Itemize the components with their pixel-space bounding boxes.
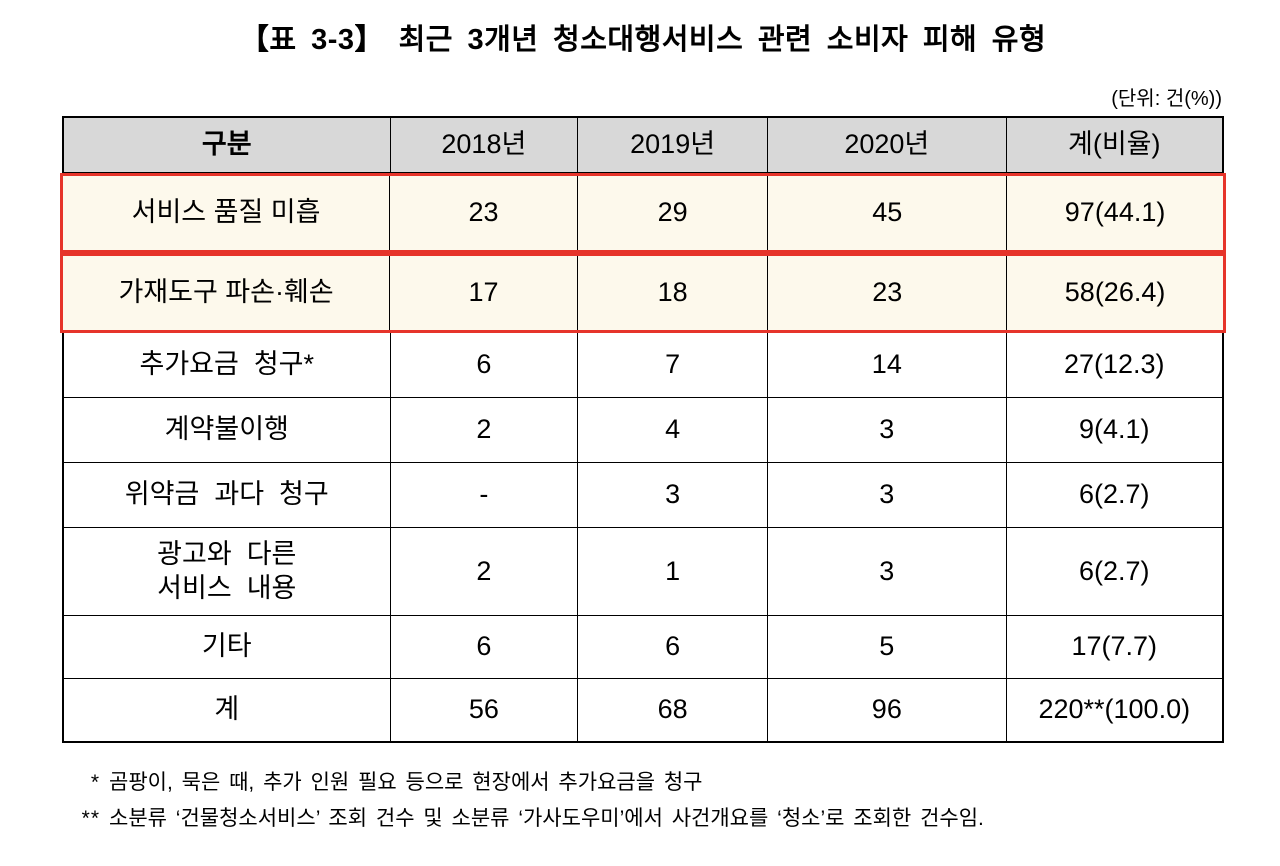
value-cell: 27(12.3) [1063, 349, 1165, 380]
value-cell: 23 [768, 256, 1008, 330]
row-label-cell: 광고와 다른 서비스 내용 [64, 528, 391, 615]
table-row-total: 계 56 68 96 220**(100.0) [64, 679, 1222, 741]
value-cell: 3 [768, 398, 1007, 462]
header-cell-2019: 2019년 [578, 118, 769, 172]
footnote-count-basis: ** 소분류 ‘건물청소서비스’ 조회 건수 및 소분류 ‘가사도우미’에서 사… [66, 803, 1224, 835]
footnote-text: 곰팡이, 묵은 때, 추가 인원 필요 등으로 현장에서 추가요금을 청구 [109, 771, 703, 794]
value-cell: 68 [578, 679, 769, 741]
footnotes: * 곰팡이, 묵은 때, 추가 인원 필요 등으로 현장에서 추가요금을 청구 … [62, 767, 1224, 834]
row-label-cell: 기타 [64, 616, 391, 678]
value-cell: 220**(100.0) [1038, 694, 1191, 725]
unit-note: (단위: 건(%)) [1111, 88, 1222, 110]
table-row-household-damage: 가재도구 파손·훼손 17 18 23 58(26.4) [60, 253, 1226, 333]
value-cell: 6 [391, 616, 579, 678]
value-cell: 58(26.4) [1064, 277, 1166, 308]
document-page: 【표 3-3】 최근 3개년 청소대행서비스 관련 소비자 피해 유형 (단위:… [60, 24, 1226, 834]
value-cell: 3 [768, 463, 1007, 527]
header-cell-2020: 2020년 [768, 118, 1007, 172]
value-cell: - [391, 463, 579, 527]
value-cell: 6 [391, 333, 579, 397]
value-cell: 29 [578, 176, 769, 250]
value-cell: 17(7.7) [1071, 631, 1158, 662]
table-row-extra-charge: 추가요금 청구* 6 7 14 27(12.3) [64, 333, 1222, 398]
footnote-extra-charge: * 곰팡이, 묵은 때, 추가 인원 필요 등으로 현장에서 추가요금을 청구 [66, 767, 1224, 799]
value-cell: 17 [390, 256, 579, 330]
table-title: 【표 3-3】 최근 3개년 청소대행서비스 관련 소비자 피해 유형 [239, 24, 1047, 56]
value-cell: 56 [391, 679, 579, 741]
consumer-damage-table: 구분 2018년 2019년 2020년 계(비율) 서비스 품질 미흡 23 … [60, 116, 1226, 743]
value-cell: 6 [578, 616, 769, 678]
footnote-text: 소분류 ‘건물청소서비스’ 조회 건수 및 소분류 ‘가사도우미’에서 사건개요… [109, 806, 984, 830]
table-row-contract-breach: 계약불이행 2 4 3 9(4.1) [64, 398, 1222, 463]
value-cell: 6(2.7) [1079, 479, 1150, 510]
row-label-cell: 추가요금 청구* [64, 333, 391, 397]
value-cell: 23 [390, 176, 579, 250]
table-header-row: 구분 2018년 2019년 2020년 계(비율) [64, 118, 1222, 173]
value-cell: 7 [578, 333, 769, 397]
header-cell-category: 구분 [64, 118, 391, 172]
value-cell: 5 [768, 616, 1007, 678]
row-label-cell: 계약불이행 [64, 398, 391, 462]
row-label-cell: 가재도구 파손·훼손 [63, 256, 391, 330]
value-cell: 96 [768, 679, 1007, 741]
table-row-service-quality: 서비스 품질 미흡 23 29 45 97(44.1) [60, 173, 1226, 253]
value-cell: 3 [578, 463, 769, 527]
value-cell: 2 [391, 528, 579, 615]
value-cell: 3 [768, 528, 1007, 615]
value-cell: 1 [578, 528, 769, 615]
header-cell-2018: 2018년 [391, 118, 579, 172]
footnote-marker: * [90, 771, 100, 794]
table-row-penalty-overcharge: 위약금 과다 청구 - 3 3 6(2.7) [64, 463, 1222, 528]
value-cell: 4 [578, 398, 769, 462]
value-cell: 9(4.1) [1079, 414, 1150, 445]
value-cell: 14 [768, 333, 1007, 397]
value-cell: 45 [768, 176, 1008, 250]
value-cell: 18 [578, 256, 769, 330]
footnote-marker: ** [81, 806, 100, 830]
value-cell: 2 [391, 398, 579, 462]
value-cell: 6(2.7) [1079, 555, 1150, 586]
row-label-cell: 위약금 과다 청구 [64, 463, 391, 527]
table-row-different-from-ad: 광고와 다른 서비스 내용 2 1 3 6(2.7) [64, 528, 1222, 616]
header-cell-total: 계(비율) [1068, 129, 1161, 160]
row-label-cell: 계 [64, 679, 391, 741]
row-label-cell: 서비스 품질 미흡 [63, 176, 391, 250]
value-cell: 97(44.1) [1064, 197, 1166, 228]
table-row-etc: 기타 6 6 5 17(7.7) [64, 616, 1222, 679]
